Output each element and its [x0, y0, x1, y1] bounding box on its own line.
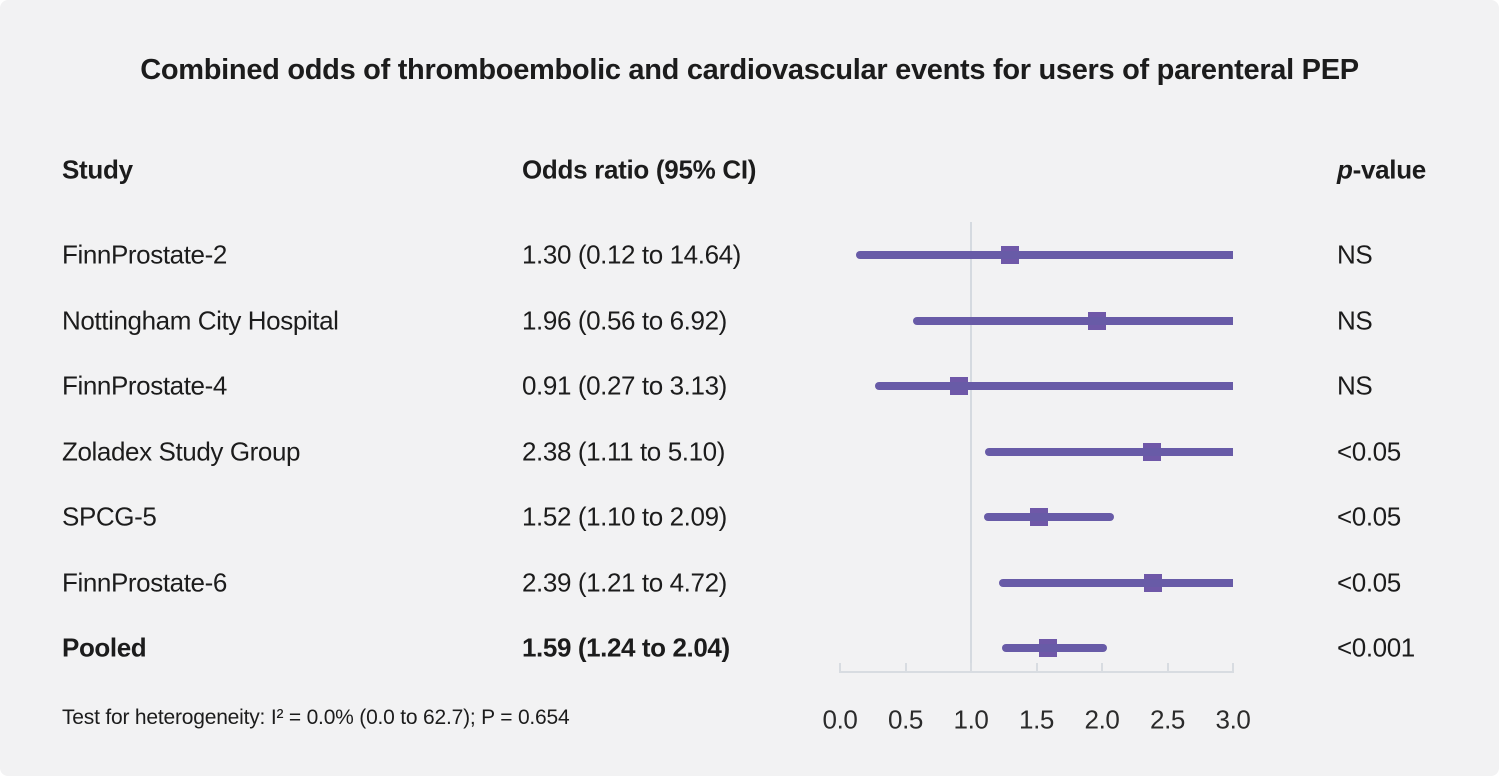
- reference-line: [970, 222, 972, 673]
- confidence-interval-line: [855, 251, 1233, 259]
- x-axis-tick-label: 0.5: [888, 704, 923, 735]
- p-value-label: <0.05: [1337, 501, 1401, 532]
- column-header-p-value: p-value: [1337, 155, 1426, 186]
- confidence-interval-line: [998, 579, 1233, 587]
- p-value-label: <0.05: [1337, 567, 1401, 598]
- confidence-interval-line: [1002, 644, 1108, 652]
- p-value-label: <0.05: [1337, 436, 1401, 467]
- study-label: FinnProstate-4: [62, 370, 227, 401]
- column-header-odds-ratio: Odds ratio (95% CI): [522, 154, 757, 185]
- p-value-label: <0.001: [1337, 632, 1415, 663]
- odds-ratio-label: 0.91 (0.27 to 3.13): [522, 370, 727, 401]
- odds-ratio-label: 1.96 (0.56 to 6.92): [522, 305, 727, 336]
- x-axis-tick: [1035, 663, 1038, 671]
- p-value-label: NS: [1337, 239, 1373, 270]
- x-axis-tick-label: 1.0: [953, 704, 989, 735]
- study-label: Pooled: [62, 632, 147, 663]
- confidence-interval-line: [984, 513, 1114, 521]
- p-value-header-rest: -value: [1352, 154, 1427, 185]
- heterogeneity-note: Test for heterogeneity: I² = 0.0% (0.0 t…: [62, 706, 570, 729]
- p-value-label: NS: [1337, 305, 1373, 336]
- x-axis-line: [839, 671, 1234, 673]
- x-axis-tick-label: 0.0: [822, 704, 858, 735]
- x-axis-tick-label: 2.5: [1150, 704, 1185, 735]
- study-label: Nottingham City Hospital: [62, 305, 339, 336]
- odds-ratio-label: 1.59 (1.24 to 2.04): [522, 632, 730, 663]
- study-label: FinnProstate-6: [62, 567, 227, 598]
- chart-title: Combined odds of thromboembolic and card…: [140, 54, 1359, 86]
- column-header-study: Study: [62, 154, 133, 185]
- study-label: FinnProstate-2: [62, 239, 227, 270]
- study-label: SPCG-5: [62, 501, 157, 532]
- x-axis-tick: [839, 663, 841, 671]
- p-value-label: NS: [1337, 370, 1373, 401]
- x-axis-tick-label: 2.0: [1084, 704, 1120, 735]
- x-axis-tick-label: 3.0: [1215, 704, 1251, 735]
- odds-ratio-label: 1.52 (1.10 to 2.09): [522, 501, 727, 532]
- odds-ratio-label: 2.38 (1.11 to 5.10): [522, 436, 725, 467]
- x-axis-tick: [1166, 663, 1169, 671]
- x-axis-tick: [1101, 663, 1103, 671]
- odds-ratio-label: 1.30 (0.12 to 14.64): [522, 239, 741, 270]
- x-axis-tick: [970, 663, 972, 671]
- confidence-interval-line: [985, 448, 1233, 456]
- confidence-interval-line: [913, 317, 1233, 325]
- confidence-interval-line: [875, 382, 1233, 390]
- study-label: Zoladex Study Group: [62, 436, 301, 467]
- x-axis-tick: [1232, 663, 1234, 671]
- x-axis-tick: [904, 663, 907, 671]
- p-value-header-p: p: [1337, 154, 1353, 185]
- odds-ratio-label: 2.39 (1.21 to 4.72): [522, 567, 727, 598]
- x-axis-tick-label: 1.5: [1019, 704, 1054, 735]
